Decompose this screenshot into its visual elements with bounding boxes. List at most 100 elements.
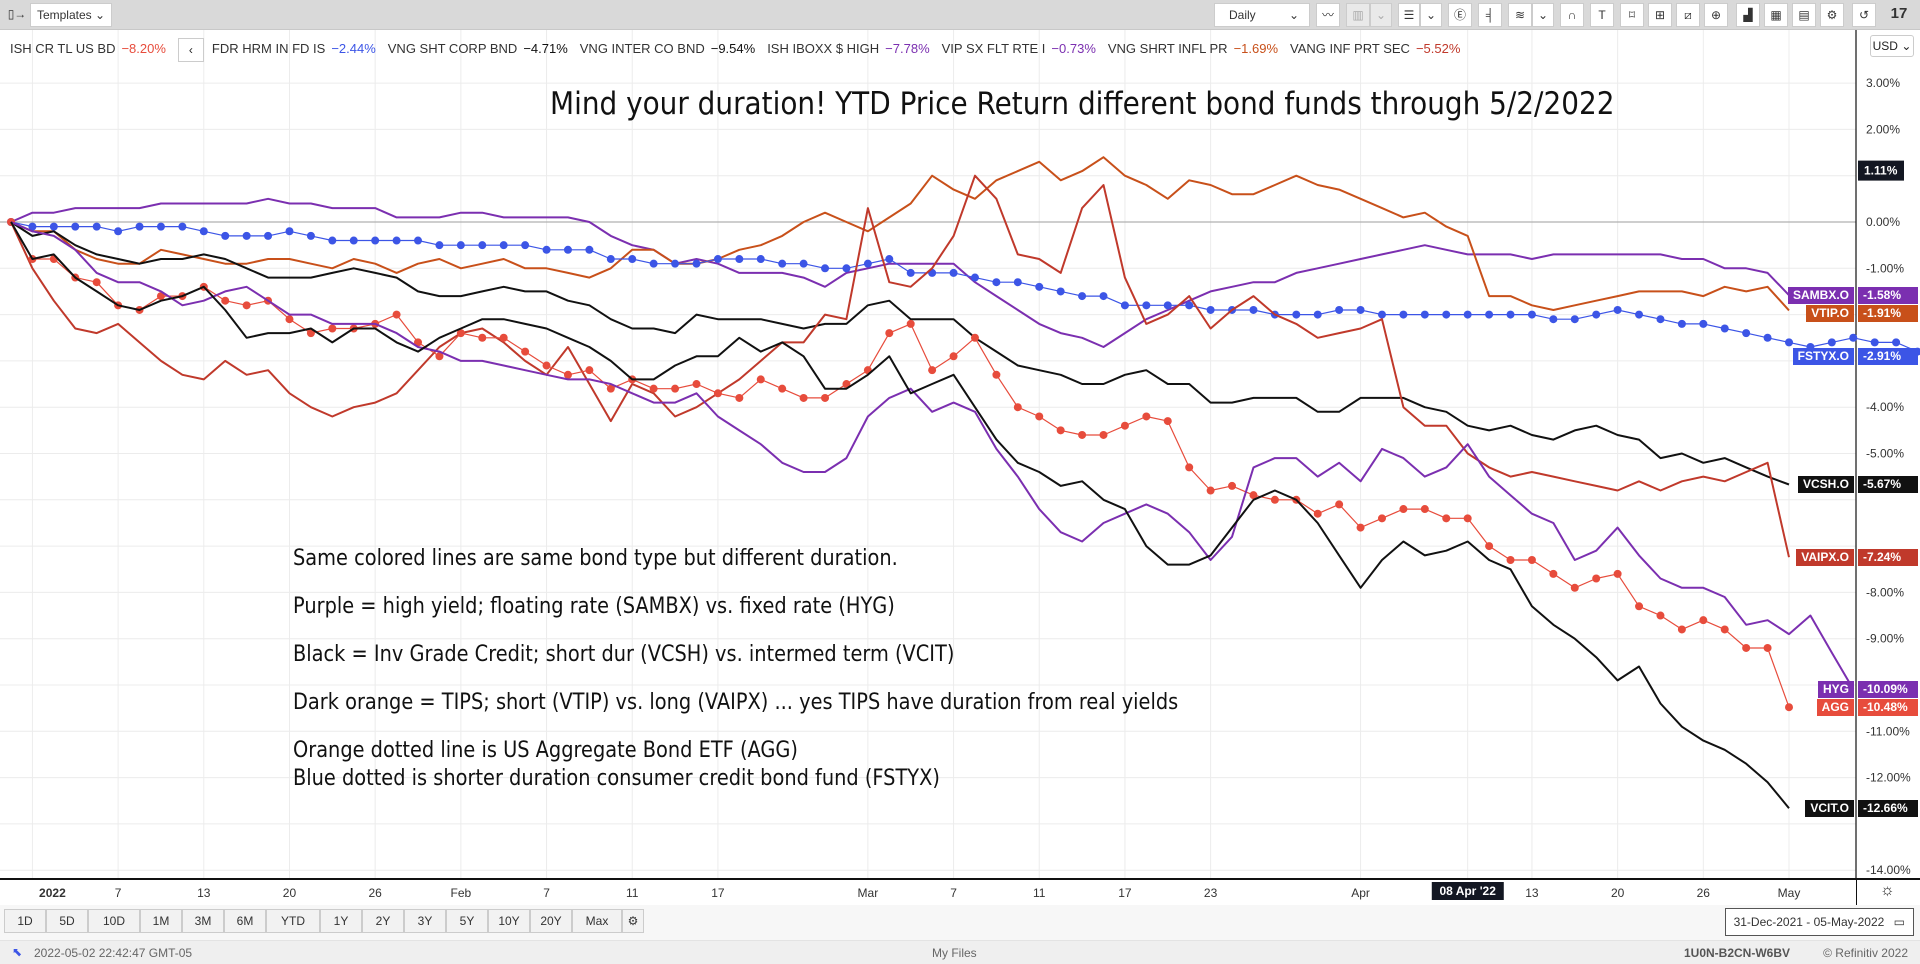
chevron-down-icon: ⌄: [94, 8, 106, 22]
y-tick-label: -8.00%: [1866, 585, 1904, 599]
range-button-max[interactable]: Max: [572, 909, 622, 933]
chart-svg[interactable]: 3.00% 2.00% 0.00% -1.00% -4.00% -5.00% -8.00% -…: [0, 30, 1920, 878]
table-icon[interactable]: ▦: [1764, 3, 1788, 27]
range-button-3y[interactable]: 3Y: [404, 909, 446, 933]
export-icon[interactable]: ▟: [1736, 3, 1760, 27]
legend-item[interactable]: FDR HRM IN FD IS −2.44%: [212, 41, 376, 56]
chevron-down-icon: ⌄: [1288, 8, 1299, 22]
axis-corner-divider: [1856, 880, 1857, 907]
chevron-down-icon[interactable]: ⌄: [1420, 3, 1442, 27]
data-point: [842, 264, 851, 273]
data-point: [563, 245, 572, 254]
x-tick-label: 7: [114, 886, 122, 900]
data-point: [821, 393, 830, 402]
sidebar-toggle-icon[interactable]: ▯→: [7, 7, 27, 21]
magnet-icon[interactable]: ∩: [1560, 3, 1584, 27]
text-icon[interactable]: T: [1590, 3, 1614, 27]
layout-icon[interactable]: ▤: [1792, 3, 1816, 27]
data-point: [242, 301, 251, 310]
data-point: [1785, 338, 1793, 347]
range-button-10y[interactable]: 10Y: [488, 909, 530, 933]
range-bar: 31-Dec-2021 - 05-May-2022 ▭ 1D 5D 10D 1M 3M 6…: [0, 905, 1920, 940]
chevron-down-icon[interactable]: ⌄: [1532, 3, 1554, 27]
x-axis[interactable]: ☼ 2022 7 13 20 26 Feb 7 11 17 Mar 7 11 17 23 Apr 08 Apr…: [0, 878, 1920, 907]
range-button-5d[interactable]: 5D: [46, 909, 88, 933]
legend-name: FDR HRM IN FD IS: [211, 41, 326, 57]
annotation-line[interactable]: Same colored lines are same bond type bu…: [293, 546, 898, 571]
events-icon[interactable]: Ⓔ: [1448, 3, 1472, 27]
range-button-2y[interactable]: 2Y: [362, 909, 404, 933]
interval-dropdown[interactable]: Daily ⌄: [1214, 3, 1310, 27]
my-files-link[interactable]: My Files: [932, 946, 977, 960]
legend-scroll-left-button[interactable]: ‹: [177, 38, 204, 62]
range-button-1d[interactable]: 1D: [4, 909, 46, 933]
bar-chart-icon[interactable]: ▥: [1346, 3, 1370, 27]
chart-area[interactable]: 3.00% 2.00% 0.00% -1.00% -4.00% -5.00% -8.00% -…: [0, 30, 1920, 878]
data-point: [1592, 574, 1601, 583]
annotation-line[interactable]: Orange dotted line is US Aggregate Bond …: [293, 738, 798, 763]
data-point: [1120, 421, 1129, 430]
range-button-5y[interactable]: 5Y: [446, 909, 488, 933]
range-button-ytd[interactable]: YTD: [266, 909, 320, 933]
range-button-20y[interactable]: 20Y: [530, 909, 572, 933]
chart-settings-icon[interactable]: ⚙: [1820, 3, 1844, 27]
y-tick-label: -14.00%: [1866, 863, 1911, 877]
date-range-label: 31-Dec-2021 - 05-May-2022: [1733, 915, 1885, 929]
data-point: [328, 236, 337, 245]
legend-item[interactable]: VNG INTER CO BND −9.54%: [580, 41, 755, 56]
data-point: [542, 245, 551, 254]
annotation-line[interactable]: Purple = high yield; floating rate (SAMB…: [293, 594, 895, 619]
data-point: [821, 264, 830, 273]
annotation-line[interactable]: Dark orange = TIPS; short (VTIP) vs. lon…: [293, 690, 1179, 715]
range-button-6m[interactable]: 6M: [224, 909, 266, 933]
legend-item[interactable]: ISH IBOXX $ HIGH −7.78%: [767, 41, 929, 56]
polygon-icon[interactable]: ⧄: [1676, 3, 1700, 27]
templates-dropdown[interactable]: Templates ⌄: [30, 3, 112, 27]
data-point: [649, 384, 658, 393]
chevron-down-icon: ⌄: [1901, 39, 1912, 53]
date-range-picker[interactable]: 31-Dec-2021 - 05-May-2022 ▭: [1724, 908, 1914, 936]
currency-dropdown[interactable]: USD ⌄: [1870, 35, 1914, 57]
data-point: [1013, 278, 1022, 287]
data-point: [1592, 310, 1601, 319]
annotation-line[interactable]: Blue dotted is shorter duration consumer…: [293, 766, 940, 791]
indicators-icon[interactable]: ≋: [1508, 3, 1532, 27]
data-point: [478, 333, 487, 342]
legend-item[interactable]: VNG SHT CORP BND −4.71%: [388, 41, 568, 56]
data-point: [1677, 625, 1686, 634]
data-point: [92, 222, 101, 231]
legend-item[interactable]: VNG SHRT INFL PR −1.69%: [1108, 41, 1278, 56]
status-bar: ⬉ 2022-05-02 22:42:47 GMT-05 My Files 1U…: [0, 940, 1920, 964]
legend-item[interactable]: ISH CR TL US BD −8.20%: [10, 41, 166, 56]
data-point: [713, 255, 722, 264]
gear-icon[interactable]: ☼: [1880, 882, 1895, 899]
top-toolbar: ▯→ Templates ⌄ Daily ⌄ 〰 ▥ ⌄ ☰ ⌄ Ⓔ ╡ ≋ ⌄…: [0, 0, 1920, 30]
range-button-1m[interactable]: 1M: [140, 909, 182, 933]
legend-item[interactable]: VANG INF PRT SEC −5.52%: [1290, 41, 1460, 56]
zoom-icon[interactable]: ⊕: [1704, 3, 1728, 27]
series-value-badge: -12.66%: [1858, 799, 1918, 817]
list-icon[interactable]: ☰: [1398, 3, 1420, 27]
line-chart-icon[interactable]: 〰: [1316, 3, 1340, 27]
pattern-icon[interactable]: ⊞: [1648, 3, 1672, 27]
refresh-icon[interactable]: ⬉: [12, 945, 23, 959]
range-button-3m[interactable]: 3M: [182, 909, 224, 933]
data-point: [1763, 333, 1772, 342]
legend-item[interactable]: VIP SX FLT RTE I −0.73%: [942, 41, 1096, 56]
chart-title-annotation[interactable]: Mind your duration! YTD Price Return dif…: [550, 86, 1615, 122]
series-name-badge: HYG: [1817, 680, 1854, 698]
y-tick-label: -11.00%: [1866, 724, 1910, 738]
gear-icon[interactable]: ⚙: [622, 909, 644, 933]
series-name-badge: VCIT.O: [1805, 799, 1854, 817]
series-line-vtip-o: [10, 156, 1790, 312]
rectangle-icon[interactable]: ⌑: [1620, 3, 1644, 27]
data-point: [1613, 569, 1622, 578]
series-value-badge: -2.91%: [1858, 348, 1918, 366]
range-button-10d[interactable]: 10D: [88, 909, 140, 933]
y-tick-label: -9.00%: [1866, 632, 1904, 646]
range-button-1y[interactable]: 1Y: [320, 909, 362, 933]
crosshair-icon[interactable]: ╡: [1478, 3, 1502, 27]
chevron-down-icon[interactable]: ⌄: [1370, 3, 1392, 27]
annotation-line[interactable]: Black = Inv Grade Credit; short dur (VCS…: [293, 642, 955, 667]
undo-icon[interactable]: ↺: [1852, 3, 1876, 27]
